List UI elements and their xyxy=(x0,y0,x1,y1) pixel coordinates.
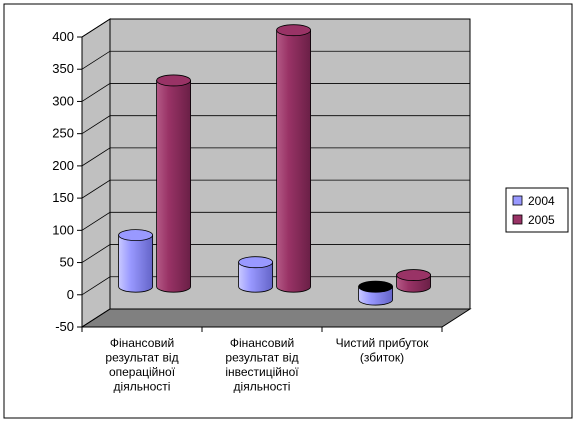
bar-body xyxy=(238,261,273,293)
gridline xyxy=(81,83,470,102)
y-tick-label: 0 xyxy=(67,287,74,302)
y-tick-label: 50 xyxy=(60,255,74,270)
bar-cylinder xyxy=(156,74,192,293)
y-tick-label: 200 xyxy=(52,158,74,173)
bar-cylinder xyxy=(396,269,432,293)
gridline xyxy=(81,147,470,167)
x-category-label: Чистий прибуток (збиток) xyxy=(336,336,429,365)
legend: 2004 2005 xyxy=(505,187,569,233)
y-tick-label: 150 xyxy=(52,190,74,205)
floor xyxy=(80,308,472,328)
legend-swatch xyxy=(512,195,523,206)
bar-cap xyxy=(118,229,154,242)
legend-label: 2004 xyxy=(528,194,555,208)
bar-body xyxy=(276,29,311,293)
bar-body xyxy=(118,234,153,293)
bar-cylinder xyxy=(358,280,394,306)
gridline xyxy=(81,115,470,135)
bar-body xyxy=(156,80,191,293)
bar-cap xyxy=(276,24,312,37)
y-tick-label: 100 xyxy=(52,222,74,237)
y-tick-label: 350 xyxy=(52,61,74,76)
gridlines xyxy=(81,18,470,328)
gridline xyxy=(81,276,470,296)
legend-swatch xyxy=(512,214,523,225)
bars-group xyxy=(118,24,432,306)
y-tick-label: 300 xyxy=(52,93,74,108)
bar-cylinder xyxy=(118,229,154,293)
x-category-label: Фінансовий результат від інвестиційної діял… xyxy=(225,336,299,394)
bar-cylinder xyxy=(276,24,312,293)
bar-cap xyxy=(156,74,192,87)
y-tick-label: 250 xyxy=(52,126,74,141)
bar-cylinder xyxy=(238,256,274,293)
gridline xyxy=(81,308,470,328)
legend-box xyxy=(505,187,569,233)
bar-cap xyxy=(358,280,394,293)
legend-label: 2005 xyxy=(528,213,555,227)
bar-cap xyxy=(396,269,432,281)
x-category-label: Фінансовий результат від операційної діяльн… xyxy=(105,336,178,394)
gridline xyxy=(81,18,470,38)
gridline xyxy=(81,50,470,70)
side-wall xyxy=(81,18,111,328)
y-axis: -50 0 50 100 150 200 250 300 350 400 xyxy=(52,29,83,334)
bar-cap xyxy=(238,256,274,269)
y-tick-label: -50 xyxy=(55,319,74,334)
gridline xyxy=(81,179,470,199)
x-axis: Фінансовий результат від операційної діяльн… xyxy=(81,326,443,394)
gridline xyxy=(81,244,470,263)
y-tick-label: 400 xyxy=(52,29,74,44)
gridline xyxy=(81,211,470,231)
